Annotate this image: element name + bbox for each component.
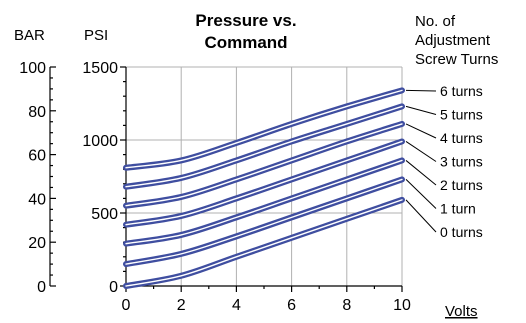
series-leader-line [405, 179, 437, 209]
bar-tick-label: 40 [28, 191, 46, 208]
series-leader-line [405, 105, 437, 115]
x-tick-label: 10 [393, 297, 411, 314]
bar-tick-label: 100 [19, 60, 46, 77]
series-line-highlight-1-turn [125, 178, 403, 265]
series-leader-line [405, 123, 437, 139]
psi-tick-label: 1000 [82, 133, 118, 150]
psi-tick-label: 1500 [82, 60, 118, 77]
bar-tick-label: 60 [28, 148, 46, 165]
series-line-highlight-6-turns [125, 89, 403, 169]
bar-tick-label: 80 [28, 104, 46, 121]
series-line-highlight-3-turns [125, 140, 403, 226]
legend-title-line-3: Screw Turns [415, 51, 498, 68]
series-label-0-turns: 0 turns [440, 224, 483, 240]
legend-title-line-2: Adjustment [415, 32, 491, 49]
chart-title-line-1: Pressure vs. [195, 11, 296, 30]
y-axis-label-psi: PSI [84, 27, 108, 44]
bar-tick-label: 20 [28, 235, 46, 252]
x-tick-label: 2 [177, 297, 186, 314]
series-line-highlight-4-turns [125, 123, 403, 207]
x-axis-label: Volts [445, 303, 478, 320]
series-label-4-turns: 4 turns [440, 130, 483, 146]
series-leader-line [405, 89, 437, 92]
x-tick-label: 4 [232, 297, 241, 314]
series-labels: 6 turns 5 turns 4 turns 3 turns 2 turns 1 tur… [405, 83, 483, 240]
series-leader-line [405, 199, 437, 233]
x-tick-label: 6 [287, 297, 296, 314]
bar-tick-label: 0 [37, 279, 46, 296]
psi-tick-label: 0 [109, 279, 118, 296]
series-label-2-turns: 2 turns [440, 177, 483, 193]
series-label-5-turns: 5 turns [440, 107, 483, 123]
series-label-1-turn: 1 turn [440, 201, 476, 217]
x-tick-label: 8 [342, 297, 351, 314]
chart-title-line-2: Command [204, 33, 287, 52]
psi-tick-label: 500 [91, 206, 118, 223]
legend-title-line-1: No. of [415, 13, 456, 30]
series-line-highlight-0-turns [125, 199, 403, 287]
series-lines [123, 87, 405, 289]
series-leader-line [405, 141, 437, 162]
series-line-highlight-5-turns [125, 105, 403, 188]
x-tick-label: 0 [122, 297, 131, 314]
series-label-6-turns: 6 turns [440, 83, 483, 99]
series-label-3-turns: 3 turns [440, 154, 483, 170]
series-leader-line [405, 160, 437, 186]
series-line-highlight-2-turns [125, 159, 403, 245]
y-axis-label-bar: BAR [14, 27, 45, 44]
